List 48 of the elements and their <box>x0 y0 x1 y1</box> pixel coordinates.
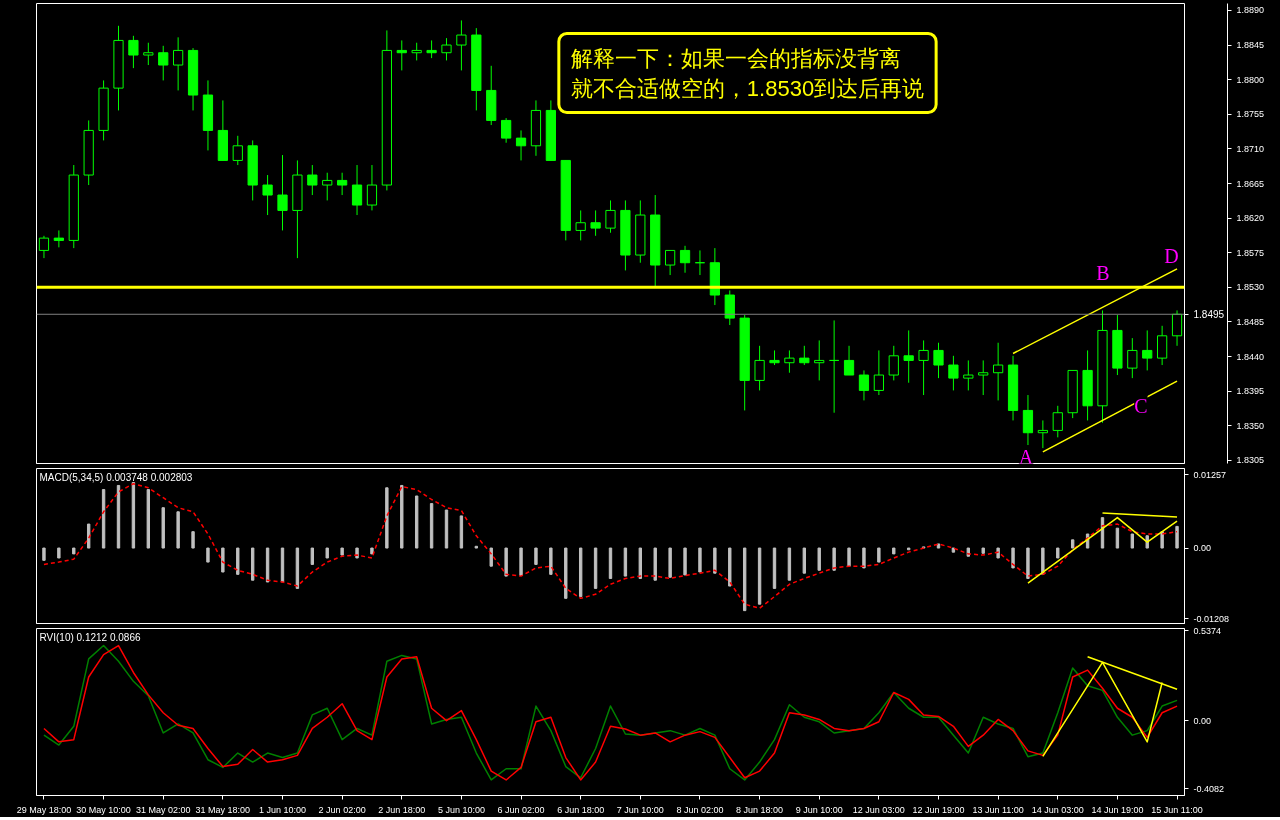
ref-line-label: 1.8495 <box>1193 309 1225 321</box>
x-tick-label: 12 Jun 19:00 <box>912 804 965 815</box>
x-tick-label: 12 Jun 03:00 <box>852 804 905 815</box>
x-tick-label: 7 Jun 10:00 <box>616 804 664 815</box>
x-tick-label: 31 May 18:00 <box>195 804 251 815</box>
chart-title: RVI(10) 0.1212 0.0866 <box>39 631 141 643</box>
y-tick-label: 1.8440 <box>1236 351 1265 362</box>
x-tick-label: 6 Jun 02:00 <box>497 804 545 815</box>
y-tick-label: 1.8575 <box>1236 247 1265 258</box>
annotation: 解释一下：如果一会的指标没背离就不合适做空的，1.8530到达后再说 <box>570 45 925 101</box>
x-tick-label: 29 May 18:00 <box>16 804 72 815</box>
x-tick-label: 14 Jun 03:00 <box>1031 804 1084 815</box>
y-tick-label: 1.8845 <box>1236 40 1265 51</box>
y-tick-label: 1.8350 <box>1236 420 1265 431</box>
y-tick-label: 0.00 <box>1193 543 1212 554</box>
y-tick-label: 1.8710 <box>1236 143 1265 154</box>
y-tick-label: 1.8890 <box>1236 5 1265 16</box>
x-tick-label: 2 Jun 02:00 <box>318 804 366 815</box>
x-tick-label: 2 Jun 18:00 <box>378 804 426 815</box>
y-tick-label: 1.8665 <box>1236 178 1265 189</box>
x-tick-label: 8 Jun 18:00 <box>736 804 784 815</box>
x-tick-label: 31 May 02:00 <box>135 804 191 815</box>
y-tick-label: 1.8485 <box>1236 316 1265 327</box>
y-tick-label: 1.8305 <box>1236 455 1265 466</box>
annotation: D <box>1164 244 1179 267</box>
annotation: A <box>1018 445 1034 468</box>
y-tick-label: 1.8530 <box>1236 282 1265 293</box>
y-tick-label: 1.8395 <box>1236 386 1265 397</box>
x-tick-label: 30 May 10:00 <box>76 804 131 815</box>
x-tick-label: 6 Jun 18:00 <box>557 804 605 815</box>
y-tick-label: 1.8755 <box>1236 109 1265 120</box>
x-tick-label: 15 Jun 11:00 <box>1151 804 1203 815</box>
y-tick-label: 1.8800 <box>1236 74 1265 85</box>
y-tick-label: 0.00 <box>1193 715 1212 726</box>
y-tick-label: 0.5374 <box>1193 625 1222 636</box>
x-tick-label: 8 Jun 02:00 <box>676 804 724 815</box>
x-tick-label: 5 Jun 10:00 <box>437 804 485 815</box>
annotation: C <box>1134 394 1148 417</box>
annotation: B <box>1096 261 1110 284</box>
y-tick-label: 1.8620 <box>1236 213 1265 224</box>
x-tick-label: 9 Jun 10:00 <box>795 804 843 815</box>
y-tick-label: 0.01257 <box>1193 469 1227 480</box>
x-tick-label: 13 Jun 11:00 <box>972 804 1024 815</box>
x-tick-label: 14 Jun 19:00 <box>1091 804 1144 815</box>
y-tick-label: -0.01208 <box>1193 613 1230 624</box>
x-tick-label: 1 Jun 10:00 <box>258 804 307 815</box>
chart-title: MACD(5,34,5) 0.003748 0.002803 <box>39 471 193 483</box>
y-tick-label: -0.4082 <box>1193 783 1225 794</box>
